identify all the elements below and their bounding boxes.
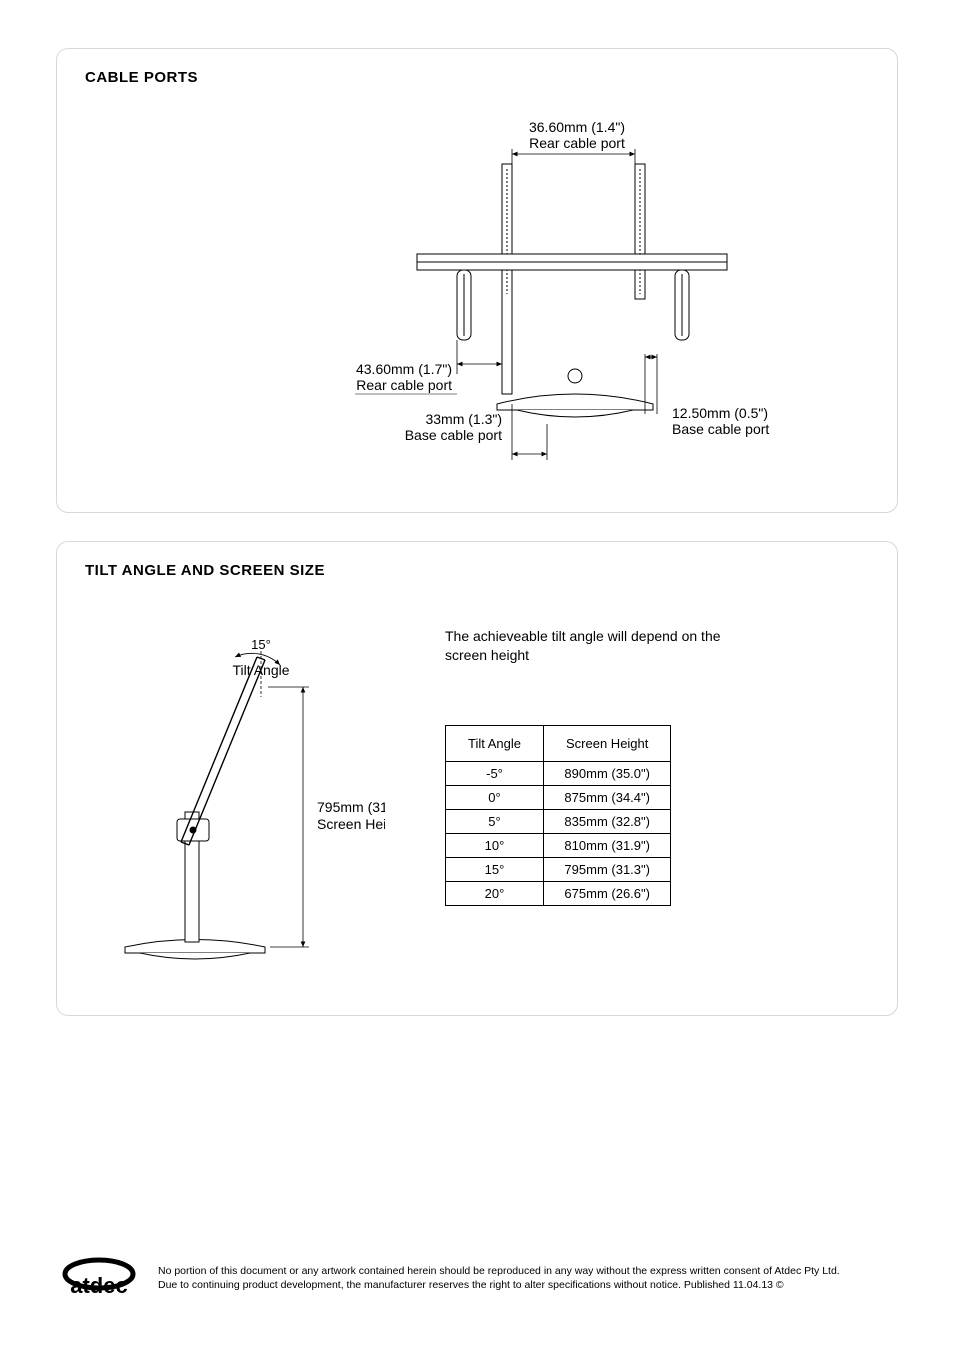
cable-ports-title: CABLE PORTS	[85, 69, 869, 86]
tilt-angle-name: Tilt Angle	[232, 662, 289, 678]
table-row: 5°835mm (32.8")	[446, 809, 671, 833]
footer-line1: No portion of this document or any artwo…	[158, 1264, 840, 1278]
dim-right-base-name: Base cable port	[672, 421, 769, 437]
tilt-panel: TILT ANGLE AND SCREEN SIZE	[56, 541, 898, 1016]
table-row: 20°675mm (26.6")	[446, 881, 671, 905]
th-angle: Tilt Angle	[446, 725, 544, 761]
footer-text: No portion of this document or any artwo…	[158, 1264, 840, 1292]
screen-height-dim: 795mm (31.3")	[317, 799, 385, 815]
page-footer: atdec No portion of this document or any…	[56, 1256, 898, 1300]
footer-line2: Due to continuing product development, t…	[158, 1278, 840, 1292]
cable-ports-panel: CABLE PORTS	[56, 48, 898, 513]
tilt-panel-title: TILT ANGLE AND SCREEN SIZE	[85, 562, 869, 579]
tilt-right-col: The achieveable tilt angle will depend o…	[445, 627, 765, 906]
cable-ports-diagram: 36.60mm (1.4") Rear cable port 43.60mm (…	[157, 104, 797, 484]
table-row: 15°795mm (31.3")	[446, 857, 671, 881]
th-height: Screen Height	[544, 725, 671, 761]
tilt-diagram-wrap: 15° Tilt Angle 795mm (31.3") Screen Heig…	[85, 627, 385, 987]
dim-left-rear-name: Rear cable port	[356, 377, 452, 393]
tilt-deg-label: 15°	[251, 637, 271, 652]
tilt-intro-text: The achieveable tilt angle will depend o…	[445, 627, 765, 665]
svg-text:atdec: atdec	[70, 1273, 127, 1298]
dim-left-base-name: Base cable port	[405, 427, 502, 443]
dim-right-base: 12.50mm (0.5")	[672, 405, 768, 421]
tilt-table: Tilt Angle Screen Height -5°890mm (35.0"…	[445, 725, 671, 906]
screen-height-name: Screen Height	[317, 816, 385, 832]
dim-left-rear: 43.60mm (1.7")	[356, 361, 452, 377]
atdec-logo: atdec	[56, 1256, 142, 1300]
tilt-diagram: 15° Tilt Angle 795mm (31.3") Screen Heig…	[85, 627, 385, 987]
dim-top: 36.60mm (1.4")	[529, 119, 625, 135]
dim-left-base: 33mm (1.3")	[425, 411, 502, 427]
table-row: 0°875mm (34.4")	[446, 785, 671, 809]
table-row: -5°890mm (35.0")	[446, 761, 671, 785]
table-row: 10°810mm (31.9")	[446, 833, 671, 857]
dim-top-name: Rear cable port	[529, 135, 625, 151]
cable-ports-diagram-wrap: 36.60mm (1.4") Rear cable port 43.60mm (…	[85, 104, 869, 484]
